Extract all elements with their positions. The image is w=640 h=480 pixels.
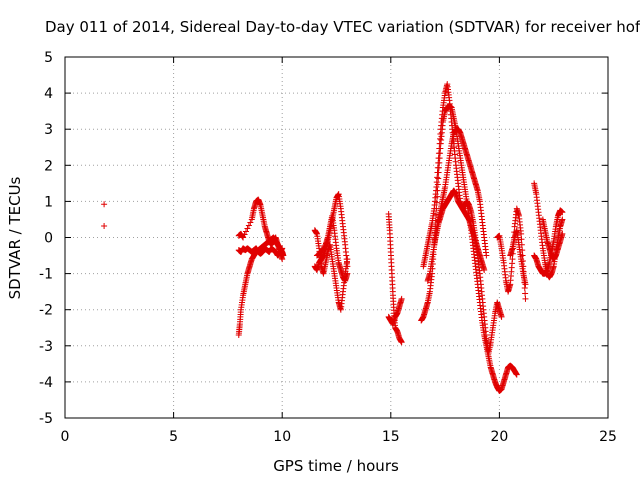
y-tick-label: -3 [39, 339, 53, 355]
x-tick-label: 25 [599, 429, 617, 445]
x-tick-label: 10 [273, 429, 291, 445]
data-point-isolated [101, 201, 108, 208]
data-point-s1c [245, 222, 252, 229]
data-point-s1c [247, 219, 254, 226]
data-point-s4c [483, 252, 490, 259]
data-point-s1c [244, 225, 251, 232]
plot-frame [64, 56, 609, 419]
data-point-s1c [241, 231, 248, 238]
data-point-s5a [509, 256, 516, 263]
data-point-s5a [522, 295, 529, 302]
y-tick-label: -4 [39, 375, 53, 391]
x-tick-label: 20 [490, 429, 508, 445]
data-point-s2b [344, 263, 351, 270]
data-points [101, 81, 566, 394]
data-point-s1c [240, 234, 247, 241]
data-point-s6b [559, 209, 566, 216]
data-point-s1c [279, 256, 286, 263]
chart-title: Day 011 of 2014, Sidereal Day-to-day VTE… [45, 18, 640, 36]
data-point-s5a [522, 290, 529, 297]
y-tick-label: -5 [39, 411, 53, 427]
y-tick-label: 1 [44, 194, 53, 210]
data-point-s4a [513, 371, 520, 378]
y-tick-label: 5 [44, 50, 53, 66]
y-tick-label: 0 [44, 231, 53, 247]
y-tick-label: 3 [44, 122, 53, 138]
axis-ticks: 0 5 10 15 20 25 -5 -4 -3 -2 -1 0 1 2 3 4 5 [39, 50, 617, 445]
y-tick-label: 4 [44, 86, 53, 102]
x-tick-label: 15 [382, 429, 400, 445]
data-point-s5a [518, 230, 525, 237]
data-point-s1c [243, 228, 249, 235]
data-point-s6c [559, 230, 566, 237]
y-tick-label: -1 [39, 267, 53, 283]
x-axis-label: GPS time / hours [273, 457, 399, 475]
data-point-s5a [518, 236, 525, 243]
data-point-s2c [344, 270, 351, 277]
data-point-s4d [481, 266, 488, 273]
y-tick-label: -2 [39, 303, 53, 319]
y-tick-label: 2 [44, 158, 53, 174]
x-tick-label: 0 [61, 429, 70, 445]
data-point-s4b [498, 313, 505, 320]
data-point-s5a [521, 285, 528, 292]
data-point-s4a [435, 175, 442, 182]
data-point-s6a [559, 216, 566, 223]
grid [65, 57, 608, 418]
data-point-s3b [398, 295, 405, 302]
data-point-s4a [433, 211, 440, 218]
data-point-s3a [398, 339, 405, 346]
y-axis-label: SDTVAR / TECUs [6, 176, 24, 299]
data-point-isolated [101, 222, 108, 229]
x-tick-label: 5 [169, 429, 178, 445]
data-point-s5b [522, 281, 529, 288]
